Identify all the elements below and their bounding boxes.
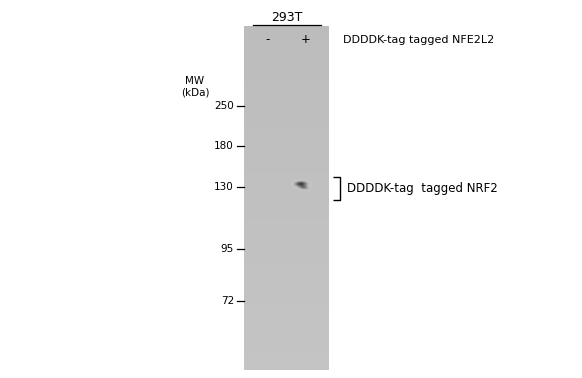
Bar [244, 99, 329, 104]
Bar [244, 143, 329, 147]
Bar [244, 289, 329, 293]
Text: 72: 72 [221, 296, 234, 305]
Bar [244, 173, 329, 177]
Bar [244, 95, 329, 99]
Text: 293T: 293T [271, 11, 302, 23]
Bar [244, 362, 329, 366]
Bar [244, 194, 329, 198]
Bar [244, 117, 329, 121]
Text: DDDDK-tag  tagged NRF2: DDDDK-tag tagged NRF2 [347, 182, 498, 195]
Bar [244, 340, 329, 345]
Bar [244, 250, 329, 254]
Bar [244, 353, 329, 358]
Bar [244, 349, 329, 353]
Bar [244, 168, 329, 173]
Bar [244, 358, 329, 362]
Bar [244, 233, 329, 237]
Bar [244, 74, 329, 78]
Bar [244, 336, 329, 340]
Bar [244, 26, 329, 370]
Text: +: + [301, 33, 311, 46]
Text: DDDDK-tag tagged NFE2L2: DDDDK-tag tagged NFE2L2 [343, 35, 495, 45]
Bar [244, 65, 329, 70]
Bar [244, 147, 329, 151]
Bar [244, 323, 329, 327]
Bar [244, 70, 329, 74]
Text: 180: 180 [214, 141, 234, 150]
Bar [244, 181, 329, 186]
Bar [244, 259, 329, 263]
Text: -: - [265, 33, 269, 46]
Bar [244, 285, 329, 289]
Bar [244, 220, 329, 224]
Bar [244, 242, 329, 246]
Bar [244, 302, 329, 306]
Bar [244, 104, 329, 108]
Bar [244, 121, 329, 125]
Bar [244, 297, 329, 302]
Text: 95: 95 [221, 245, 234, 254]
Bar [244, 78, 329, 82]
Bar [244, 91, 329, 95]
Bar [244, 224, 329, 229]
Bar [244, 293, 329, 297]
Bar [244, 319, 329, 323]
Bar [244, 215, 329, 220]
Bar [244, 263, 329, 267]
Bar [244, 155, 329, 160]
Bar [244, 108, 329, 113]
Bar [244, 246, 329, 250]
Text: 250: 250 [214, 101, 234, 111]
Bar [244, 186, 329, 190]
Bar [244, 207, 329, 211]
Bar [244, 130, 329, 134]
Bar [244, 366, 329, 370]
Bar [244, 310, 329, 314]
Bar [244, 39, 329, 44]
Bar [244, 31, 329, 35]
Bar [244, 164, 329, 168]
Bar [244, 198, 329, 203]
Bar [244, 160, 329, 164]
Bar [244, 229, 329, 233]
Bar [244, 314, 329, 319]
Bar [244, 254, 329, 259]
Bar [244, 48, 329, 52]
Bar [244, 306, 329, 310]
Bar [244, 26, 329, 31]
Bar [244, 203, 329, 207]
Bar [244, 35, 329, 39]
Bar [244, 57, 329, 61]
Text: MW
(kDa): MW (kDa) [181, 76, 209, 98]
Bar [244, 276, 329, 280]
Bar [244, 138, 329, 143]
Bar [244, 134, 329, 138]
Bar [244, 280, 329, 285]
Bar [244, 211, 329, 215]
Bar [244, 151, 329, 155]
Bar [244, 87, 329, 91]
Bar [244, 332, 329, 336]
Bar [244, 345, 329, 349]
Bar [244, 190, 329, 194]
Bar [244, 237, 329, 242]
Bar [244, 112, 329, 117]
Bar [244, 44, 329, 48]
Bar [244, 177, 329, 181]
Bar [244, 125, 329, 130]
Bar [244, 271, 329, 276]
Text: 130: 130 [214, 182, 234, 192]
Bar [244, 327, 329, 332]
Bar [244, 82, 329, 87]
Bar [244, 52, 329, 57]
Bar [244, 61, 329, 65]
Bar [244, 267, 329, 271]
